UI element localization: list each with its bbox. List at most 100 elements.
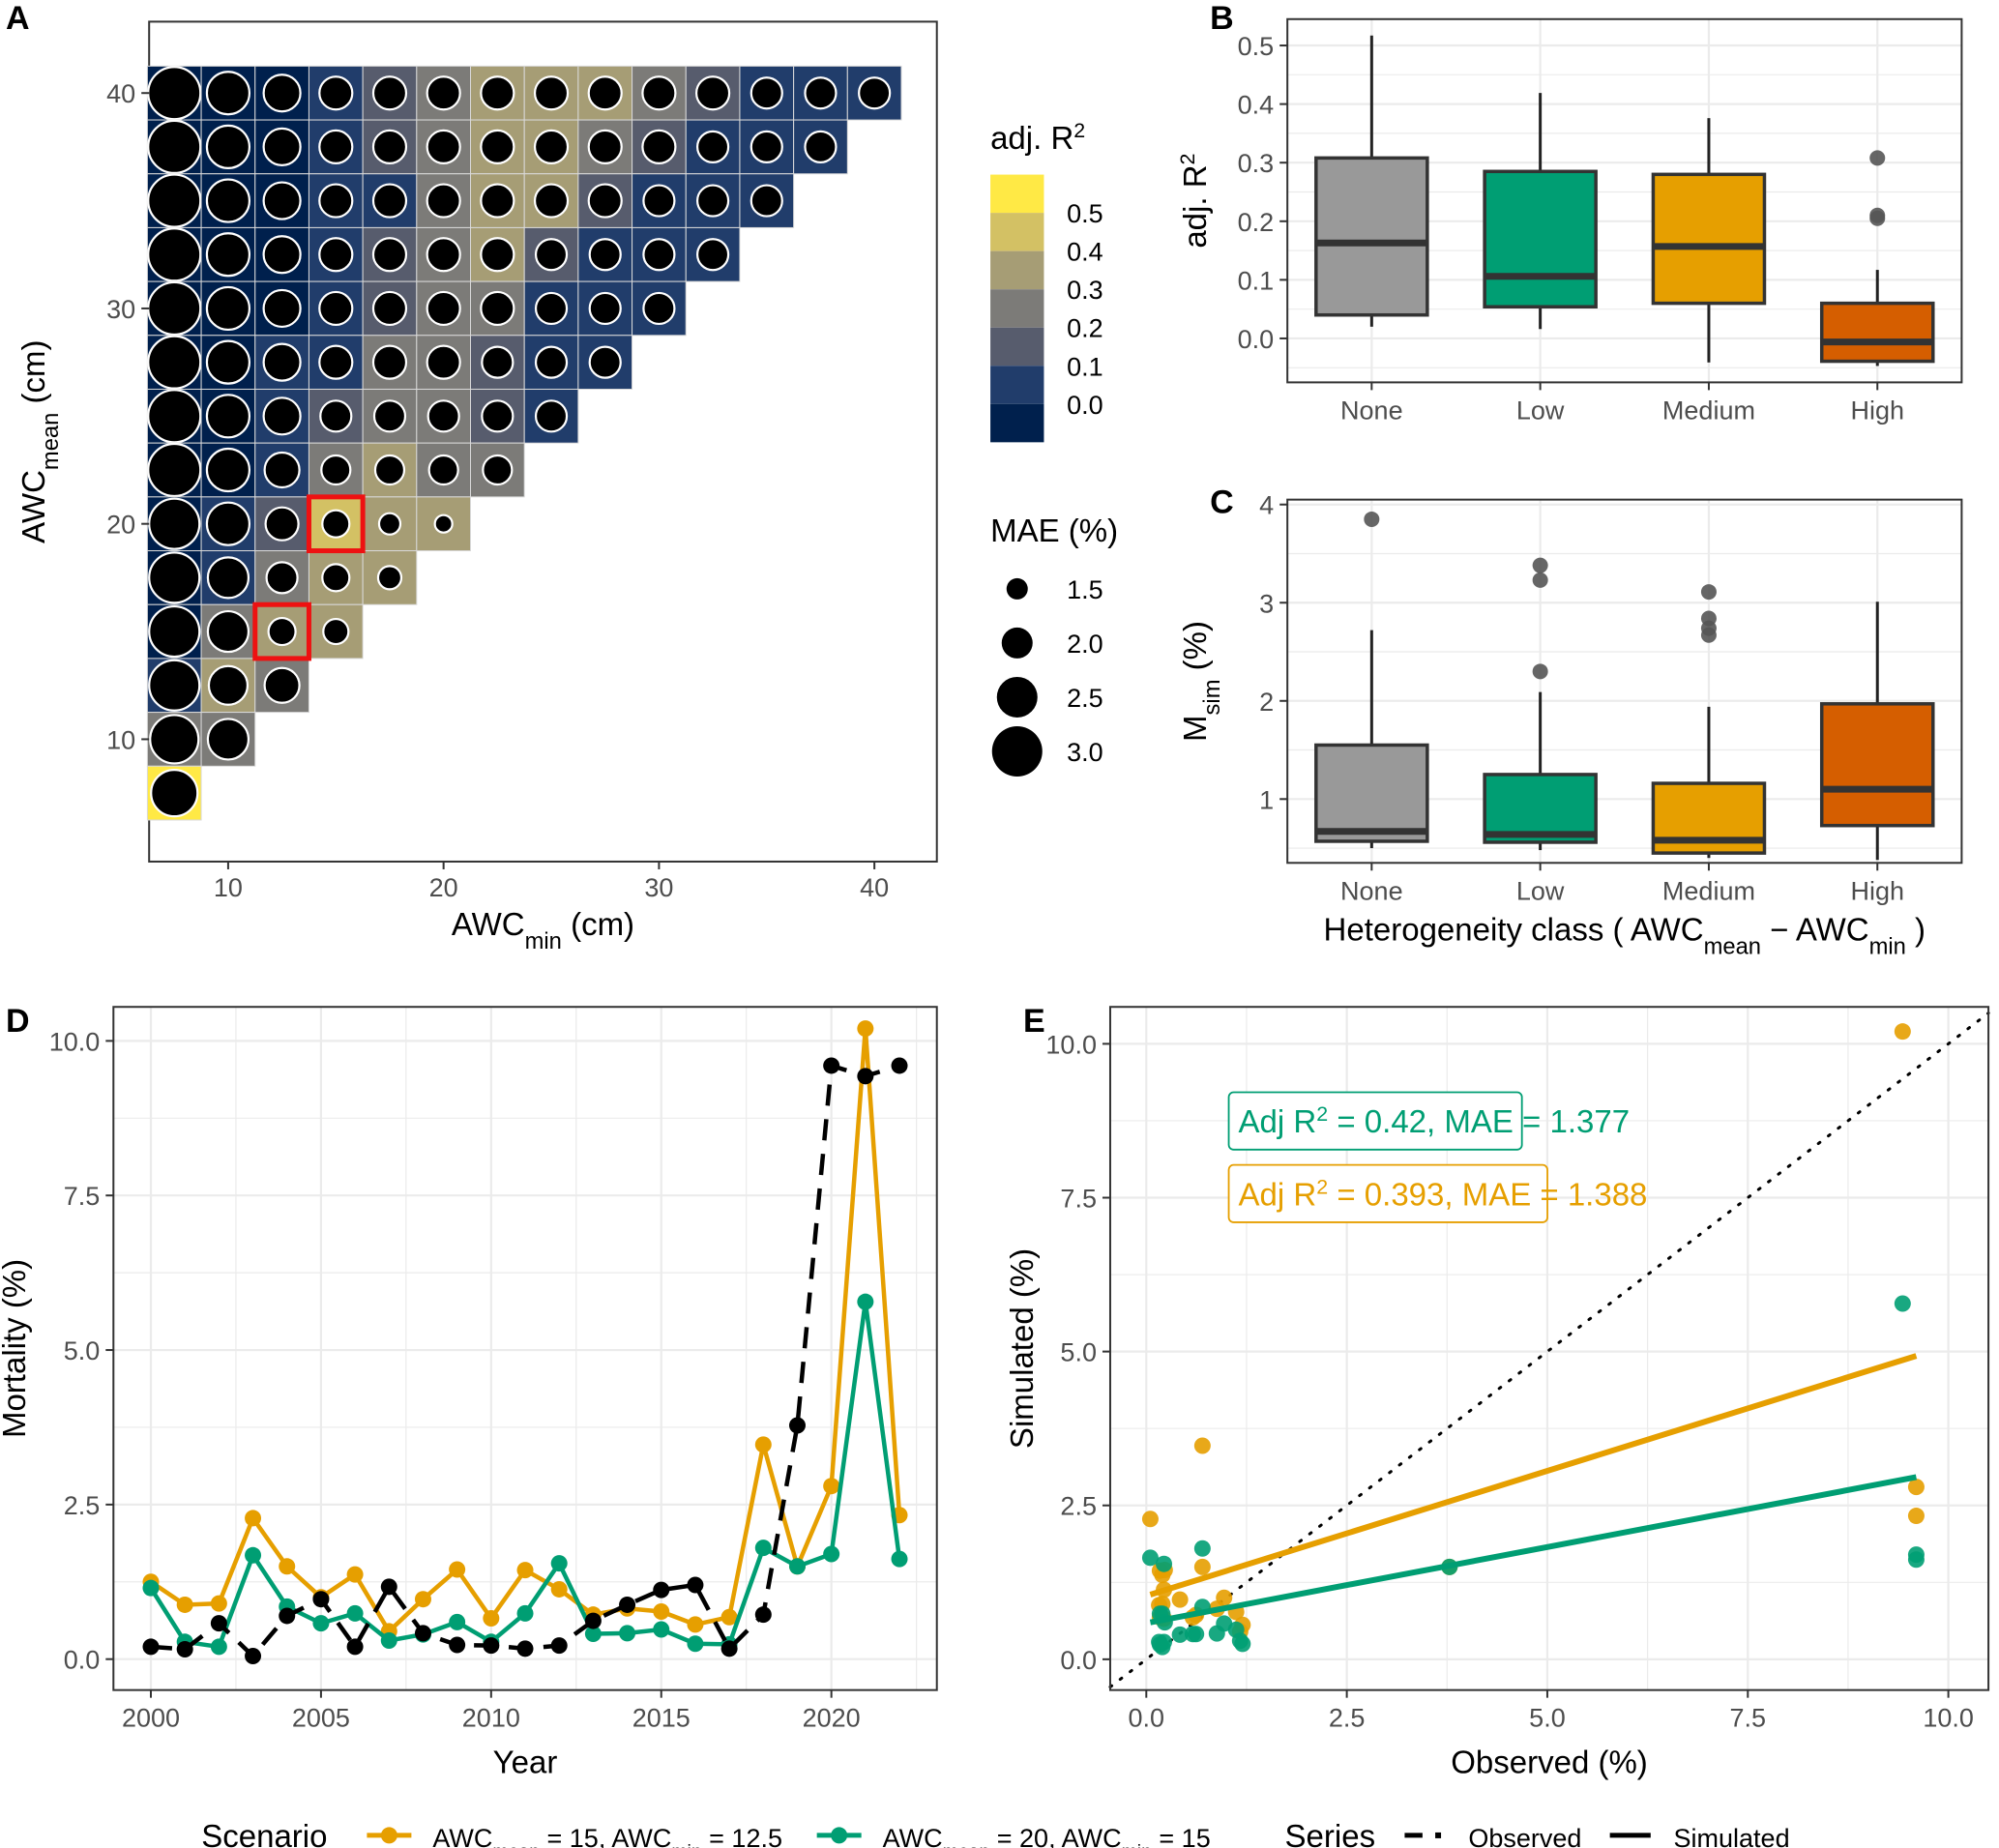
series-point <box>550 1555 568 1572</box>
mae-point <box>205 285 251 332</box>
x-tick-label: 2015 <box>632 1704 691 1733</box>
mae-point <box>534 399 569 433</box>
annotation-text-part: = 0.393, MAE = 1.388 <box>1328 1176 1647 1212</box>
fill-legend-swatch <box>990 213 1044 251</box>
legend-scenario-title: Scenario <box>201 1818 327 1848</box>
fill-legend-swatch <box>990 403 1044 443</box>
legend-key-point <box>831 1827 848 1844</box>
mae-point <box>319 399 353 433</box>
series-point <box>653 1602 670 1620</box>
series-point <box>312 1615 330 1632</box>
x-axis-title-part: AWC <box>452 906 525 942</box>
outlier-point <box>1869 150 1886 166</box>
mae-point <box>480 237 515 273</box>
fill-legend-label: 0.4 <box>1067 238 1103 267</box>
heatmap-cell <box>846 65 902 121</box>
y-axis-title: Msim (%) <box>1177 621 1225 742</box>
scatter-point <box>1193 1540 1211 1557</box>
series-point <box>516 1604 534 1622</box>
y-axis-title-part: M <box>1177 715 1213 742</box>
y-tick-label: 0.0 <box>1238 325 1275 354</box>
mae-point <box>262 396 302 436</box>
series-point <box>788 1558 806 1575</box>
x-axis-title-part: Heterogeneity class ( AWC <box>1324 911 1704 947</box>
annotation-text-part: = 0.42, MAE = 1.377 <box>1328 1103 1630 1139</box>
legend-scenario-label: AWCmean = 20, AWCmin = 15 <box>883 1824 1211 1848</box>
y-tick-label: 2 <box>1259 688 1274 717</box>
mae-point <box>264 506 300 542</box>
x-axis-title-part: (cm) <box>562 906 634 942</box>
mae-point <box>587 129 623 164</box>
mae-point <box>371 75 408 111</box>
mae-point <box>377 512 402 536</box>
outlier-point <box>1364 511 1380 527</box>
mae-point <box>205 394 251 439</box>
legend-series-label: Observed <box>1468 1824 1581 1848</box>
box <box>1483 169 1598 308</box>
series-point <box>584 1612 602 1629</box>
series-point <box>823 1545 840 1563</box>
mae-point <box>263 451 301 489</box>
series-point <box>483 1637 500 1655</box>
mae-point <box>371 129 408 164</box>
legend-key-point <box>380 1827 397 1844</box>
scatter-point <box>1894 1295 1911 1312</box>
series-point <box>823 1478 840 1495</box>
size-legend-point <box>1006 577 1028 600</box>
series-point <box>754 1540 772 1557</box>
outlier-point <box>1869 210 1886 226</box>
series-point <box>449 1636 466 1654</box>
legend-scenario-label-part: min <box>671 1841 701 1848</box>
series-point <box>788 1417 806 1434</box>
legend-series-label: Simulated <box>1674 1824 1790 1848</box>
box <box>1314 743 1429 843</box>
series-point <box>380 1632 397 1650</box>
x-axis-title: AWCmin (cm) <box>452 906 634 954</box>
y-axis-title-part: adj. R <box>1177 164 1213 248</box>
mae-point <box>147 173 202 228</box>
heatmap-cell <box>793 65 848 121</box>
heatmap-cell <box>470 119 525 175</box>
x-axis-title-part: − AWC <box>1761 911 1869 947</box>
y-axis-title: adj. R2 <box>1176 154 1213 249</box>
x-tick-label: 10 <box>214 873 243 902</box>
mae-point <box>534 238 569 272</box>
mae-point <box>262 288 302 329</box>
annotation-text-part: 2 <box>1316 1102 1328 1126</box>
mae-point <box>750 76 783 110</box>
scatter-point <box>1156 1555 1173 1572</box>
panel-frame <box>1108 1006 1990 1691</box>
scatter-point <box>1227 1621 1245 1638</box>
x-tick-label: High <box>1850 396 1904 425</box>
mae-point <box>321 509 351 539</box>
fill-legend-label: 0.0 <box>1067 391 1103 420</box>
mae-point <box>205 501 251 546</box>
series-point <box>210 1615 227 1632</box>
mae-point <box>426 75 461 111</box>
mae-point <box>480 183 515 219</box>
mae-point <box>320 454 352 486</box>
series-point <box>653 1621 670 1638</box>
x-tick-label: 20 <box>429 873 458 902</box>
scatter-point <box>1907 1508 1925 1525</box>
legend-scenario-label-part: AWC <box>883 1824 943 1848</box>
highlight-box <box>252 601 311 661</box>
mae-point <box>148 497 201 550</box>
mae-point <box>642 184 676 218</box>
legend-key-dot <box>1435 1832 1442 1838</box>
mae-point <box>804 76 838 110</box>
fill-legend-label: 0.5 <box>1067 199 1103 228</box>
x-axis-title: Observed (%) <box>1451 1745 1648 1780</box>
mae-point <box>426 290 461 327</box>
fill-legend-title-part: adj. R <box>990 120 1073 156</box>
legend-scenario-label-part: = 12.5 <box>702 1824 782 1848</box>
annotation-text-part: 2 <box>1316 1175 1328 1198</box>
size-legend-point <box>996 676 1038 718</box>
legend-scenario-label-part: = 20, AWC <box>989 1824 1121 1848</box>
y-tick-label: 20 <box>106 511 135 540</box>
scatter-point <box>1188 1626 1205 1643</box>
mae-point <box>318 290 354 327</box>
series-point <box>891 1057 908 1074</box>
series-point <box>550 1580 568 1598</box>
panel-label-e: E <box>1023 1003 1045 1040</box>
